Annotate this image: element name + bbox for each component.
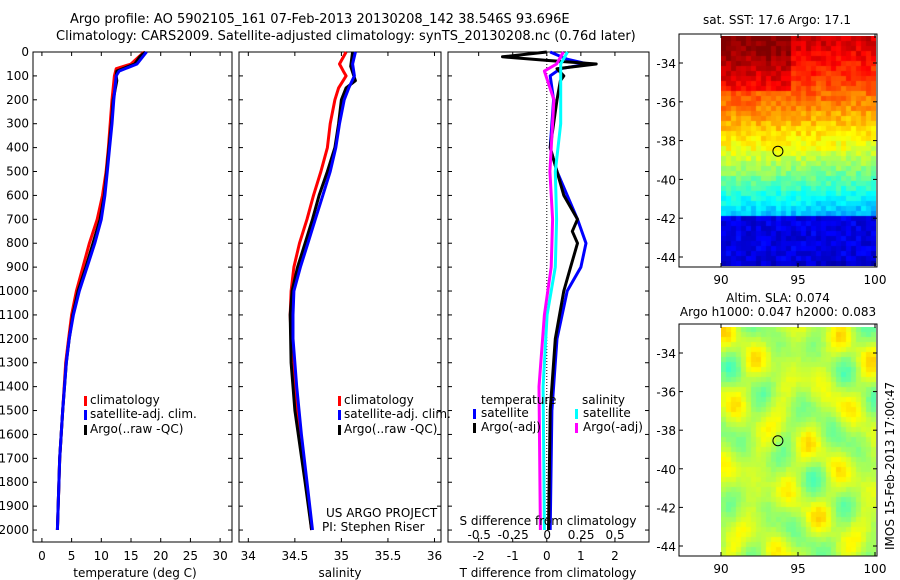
x-tick-label: 0 [38, 549, 46, 563]
t-diff-axis-label: T difference from climatology [459, 566, 637, 580]
legend-swatch [84, 396, 87, 406]
sla-map-title-1: Altim. SLA: 0.074 [726, 291, 830, 305]
x-tick-label: 34.5 [281, 549, 308, 563]
legend-s-argo: Argo(-adj) [583, 420, 643, 434]
legend-swatch [338, 425, 341, 435]
pi-label: PI: Stephen Riser [322, 520, 425, 534]
legend-argo: Argo(..raw -QC) [90, 422, 183, 436]
y-tick-label: 1200 [0, 332, 29, 346]
legend-satellite: satellite-adj. clim. [90, 407, 197, 421]
legend-satellite-sal: satellite-adj. clim. [344, 407, 451, 421]
legend-swatch [473, 423, 476, 433]
legend-t-satellite: satellite [481, 406, 529, 420]
y-tick-label: 1000 [0, 284, 29, 298]
sla-map-title-2: Argo h1000: 0.047 h2000: 0.083 [680, 305, 876, 319]
series-line-climatology [288, 51, 348, 531]
y-tick-label: 1600 [0, 427, 29, 441]
legend-swatch [473, 409, 476, 419]
x-tick-label: 1 [577, 549, 585, 563]
legend-s-satellite: satellite [583, 406, 631, 420]
legend-swatch [575, 409, 578, 419]
y-tick-label: 1500 [0, 404, 29, 418]
x-tick-label: 2 [611, 549, 619, 563]
sst-heatmap [721, 36, 876, 266]
y-tick-label: 200 [6, 93, 29, 107]
y-tick-label: 1900 [0, 499, 29, 513]
series-line-s-argo-adj- [537, 51, 565, 531]
x-tick-label: 15 [123, 549, 138, 563]
series-line-s-satellite [541, 51, 569, 531]
s-tick-label: 0.5 [606, 528, 625, 542]
series-line-satellite-adj-clim- [291, 51, 357, 531]
s-diff-label: S difference from climatology [460, 514, 637, 528]
x-tick-label: -1 [507, 549, 519, 563]
y-tick-label: 500 [6, 165, 29, 179]
legend-t-argo: Argo(-adj) [481, 420, 541, 434]
sst-map-title: sat. SST: 17.6 Argo: 17.1 [703, 13, 851, 27]
project-label: US ARGO PROJECT [326, 506, 438, 520]
temperature-axis-label: temperature (deg C) [73, 566, 196, 580]
s-tick-label: 0.25 [568, 528, 595, 542]
series-line-argo-raw-qc- [288, 51, 357, 531]
legend-swatch [84, 410, 87, 420]
y-tick-label: 1800 [0, 475, 29, 489]
legend-swatch [338, 410, 341, 420]
y-tick-label: 300 [6, 117, 29, 131]
series-line-satellite-adj-clim- [55, 51, 148, 531]
legend-climatology: climatology [90, 393, 160, 407]
y-tick-label: 900 [6, 260, 29, 274]
x-tick-label: 36 [427, 549, 442, 563]
y-tick-label: 100 [6, 69, 29, 83]
x-tick-label: 34 [241, 549, 256, 563]
legend-swatch [575, 423, 578, 433]
s-tick-label: -0.25 [498, 528, 529, 542]
y-tick-label: 400 [6, 141, 29, 155]
y-tick-label: 800 [6, 236, 29, 250]
legend-argo-sal: Argo(..raw -QC) [344, 422, 437, 436]
x-tick-label: 35.5 [375, 549, 402, 563]
series-line-t-argo-adj- [501, 50, 598, 531]
y-tick-label: 2000 [0, 523, 29, 537]
sla-heatmap [721, 327, 876, 556]
x-tick-label: 5 [68, 549, 76, 563]
salinity-axis-label: salinity [318, 566, 361, 580]
panel-frame [447, 51, 650, 543]
s-tick-label: -0.5 [468, 528, 491, 542]
x-tick-label: 25 [183, 549, 198, 563]
series-line-t-satellite [548, 50, 590, 531]
x-tick-label: 20 [153, 549, 168, 563]
legend-swatch [338, 396, 341, 406]
y-tick-label: 1700 [0, 451, 29, 465]
x-tick-label: 35 [334, 549, 349, 563]
panel-frame [238, 51, 442, 543]
series-line-climatology [55, 50, 146, 531]
x-tick-label: -2 [473, 549, 485, 563]
x-tick-label: 10 [94, 549, 109, 563]
series-line-argo-raw-qc- [55, 50, 147, 531]
legend-header-temperature: temperature [481, 393, 556, 407]
x-tick-label: 0 [543, 549, 551, 563]
panel-frame [32, 51, 233, 543]
y-tick-label: 700 [6, 212, 29, 226]
y-tick-label: 600 [6, 188, 29, 202]
legend-header-salinity: salinity [582, 393, 625, 407]
legend-swatch [84, 425, 87, 435]
s-tick-label: 0 [543, 528, 551, 542]
title-line-1: Argo profile: AO 5902105_161 07-Feb-2013… [70, 12, 570, 27]
y-tick-label: 0 [21, 45, 29, 59]
imos-timestamp: IMOS 15-Feb-2013 17:00:47 [883, 382, 897, 550]
title-line-2: Climatology: CARS2009. Satellite-adjuste… [56, 29, 636, 44]
x-tick-label: 30 [212, 549, 227, 563]
y-tick-label: 1300 [0, 356, 29, 370]
legend-climatology-sal: climatology [344, 393, 414, 407]
y-tick-label: 1400 [0, 380, 29, 394]
y-tick-label: 1100 [0, 308, 29, 322]
